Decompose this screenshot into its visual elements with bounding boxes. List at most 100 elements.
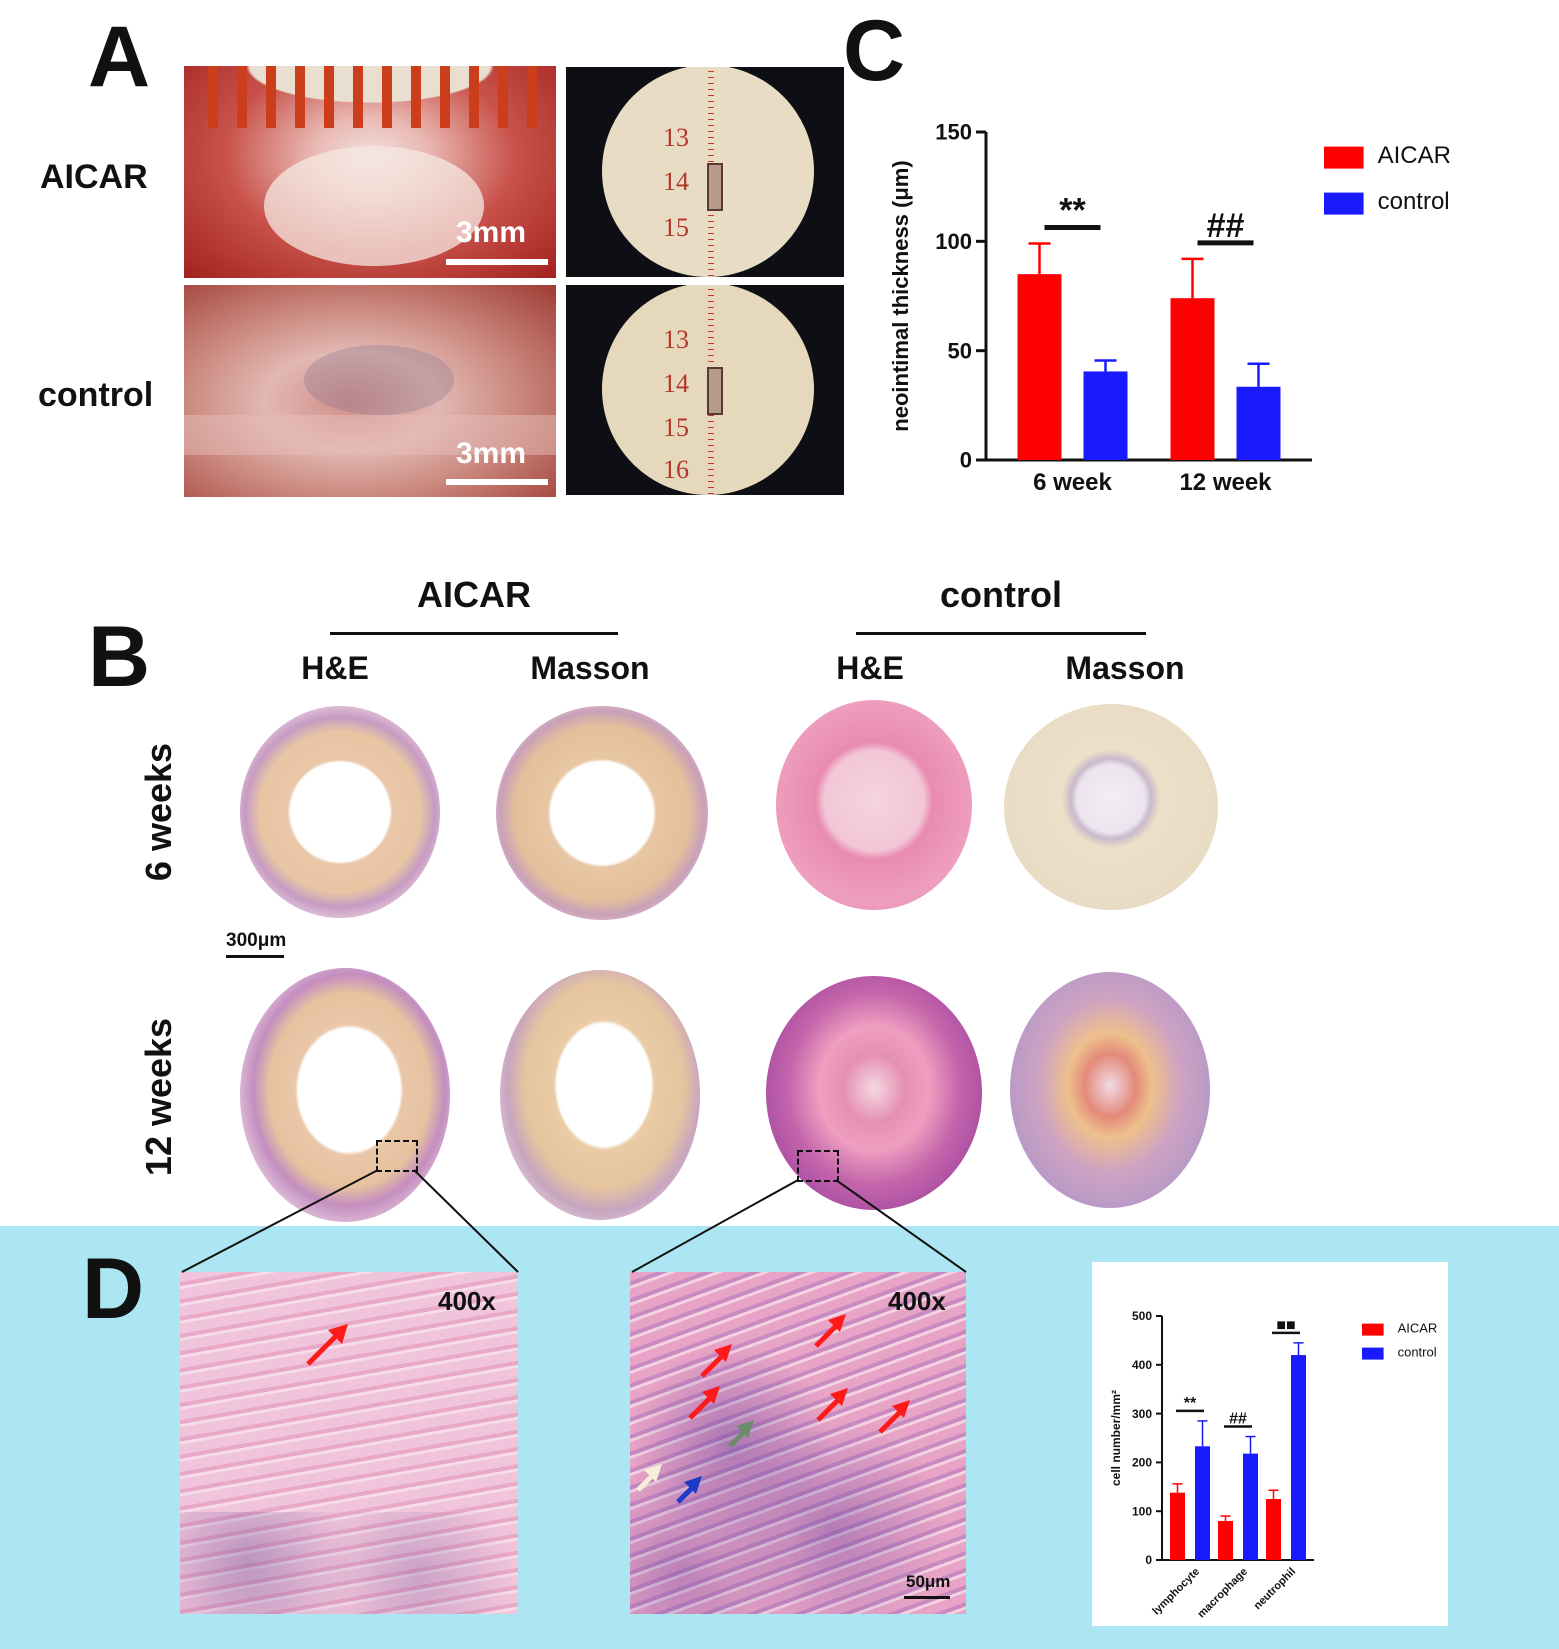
x-tick-label: lymphocyte <box>1150 1566 1202 1618</box>
x-tick-label: macrophage <box>1195 1566 1250 1621</box>
y-axis-label: cell number/mm² <box>1109 1390 1123 1486</box>
legend-swatch-control <box>1362 1347 1384 1360</box>
control-surgical-photo: 3mm <box>184 285 556 497</box>
y-tick-label: 200 <box>1132 1456 1152 1470</box>
magnification-label: 400x <box>888 1286 946 1316</box>
blue-arrow-icon <box>676 1476 702 1504</box>
control-graft-ruler-photo: 13 14 15 16 <box>566 285 844 495</box>
graft-sample <box>707 163 723 211</box>
panel-a-row-label-aicar: AICAR <box>40 158 148 196</box>
cell-arrows <box>636 1314 910 1504</box>
ruler-number: 15 <box>663 413 689 442</box>
y-tick-label: 50 <box>948 338 972 363</box>
magnification-label: 400x <box>438 1286 496 1316</box>
cell-count-chart-card: 0 100 200 300 400 500 cell number/mm² ** lymphoc… <box>1092 1262 1448 1626</box>
ruler-number: 14 <box>663 369 689 398</box>
panel-letter-b: B <box>88 609 151 705</box>
section-aicar-masson-12w <box>500 970 700 1220</box>
ruler-number: 13 <box>663 123 689 152</box>
significance-mark: ** <box>1059 192 1086 230</box>
panel-letter-c: C <box>843 3 906 99</box>
y-tick-label: 400 <box>1132 1358 1152 1372</box>
y-tick-label: 100 <box>935 229 972 254</box>
bar-aicar-lymphocyte <box>1170 1492 1185 1560</box>
legend-label-aicar: AICAR <box>1398 1321 1438 1336</box>
group-header-control: control <box>940 574 1062 615</box>
red-arrow-icon <box>814 1314 846 1348</box>
bar-control-lymphocyte <box>1195 1446 1210 1560</box>
x-tick-label: 6 week <box>1033 469 1112 496</box>
y-tick-label: 500 <box>1132 1309 1152 1323</box>
panel-letter-d: D <box>82 1241 145 1337</box>
group-divider-control <box>856 632 1146 635</box>
legend-swatch-aicar <box>1324 146 1364 169</box>
stain-label-control-masson: Masson <box>1065 650 1185 686</box>
bar-aicar-macrophage <box>1218 1520 1233 1560</box>
x-tick-label: 12 week <box>1179 469 1272 496</box>
y-axis-label: neointimal thickness (μm) <box>888 160 913 431</box>
green-arrow-icon <box>728 1420 754 1448</box>
red-arrow-icon <box>816 1388 848 1422</box>
red-arrow-icon <box>306 1324 348 1366</box>
zoom-box-control <box>797 1150 839 1182</box>
significance-mark: ## <box>1207 207 1245 245</box>
y-tick-label: 300 <box>1132 1407 1152 1421</box>
stain-label-aicar-he: H&E <box>301 650 369 686</box>
group-divider-aicar <box>330 632 618 635</box>
bar-aicar-6-week <box>1017 274 1062 460</box>
section-control-he-6w <box>776 700 972 910</box>
y-tick-label: 100 <box>1132 1504 1152 1518</box>
section-aicar-masson-6w <box>496 706 708 920</box>
bar-control-macrophage <box>1243 1453 1258 1560</box>
red-arrow-icon <box>700 1344 732 1378</box>
aicar-scale-bar <box>446 259 548 265</box>
red-arrow-icon <box>688 1386 720 1420</box>
x-tick-label: neutrophil <box>1252 1566 1299 1613</box>
legend-label-control: control <box>1378 188 1450 215</box>
panel-d-scale-label: 50μm <box>906 1572 951 1591</box>
bar-control-12-week <box>1236 386 1281 460</box>
histology-control-400x: 400x 50μm <box>630 1272 966 1614</box>
y-tick-label: 0 <box>1145 1553 1152 1567</box>
significance-mark: ## <box>1229 1411 1247 1428</box>
legend-label-control: control <box>1398 1345 1437 1360</box>
group-header-aicar: AICAR <box>417 574 531 615</box>
stain-label-aicar-masson: Masson <box>530 650 650 686</box>
ruler-number: 16 <box>663 455 689 484</box>
panel-a-row-label-control: control <box>38 376 154 414</box>
legend-swatch-aicar <box>1362 1323 1384 1336</box>
ruler-number: 14 <box>663 167 689 196</box>
control-scale-label: 3mm <box>456 437 527 470</box>
section-control-he-12w <box>766 976 982 1210</box>
control-scale-bar <box>446 479 548 485</box>
aicar-surgical-photo: 3mm <box>184 66 556 278</box>
bar-control-6-week <box>1083 371 1128 460</box>
neointimal-thickness-chart: 0 50 100 150 neointimal thickness (μm) ** 6 we… <box>888 120 1451 496</box>
section-aicar-he-6w <box>240 706 440 918</box>
section-control-masson-12w <box>1010 972 1210 1208</box>
histology-aicar-400x: 400x <box>180 1272 518 1614</box>
zoom-box-aicar <box>376 1140 418 1172</box>
ruler-number: 13 <box>663 325 689 354</box>
y-tick-label: 0 <box>960 448 972 473</box>
significance-mark: ■■ <box>1276 1317 1295 1334</box>
aicar-ruler-marks <box>208 66 538 128</box>
ruler-number: 15 <box>663 213 689 242</box>
graft-sample <box>707 367 723 415</box>
stain-label-control-he: H&E <box>836 650 904 686</box>
legend-swatch-control <box>1324 192 1364 215</box>
y-tick-label: 150 <box>935 120 972 145</box>
bar-aicar-neutrophil <box>1266 1499 1281 1560</box>
panel-b-scale-label: 300μm <box>226 930 287 951</box>
cell-count-chart: 0 100 200 300 400 500 cell number/mm² ** lymphoc… <box>1109 1309 1438 1621</box>
significance-mark: ** <box>1184 1395 1197 1412</box>
bar-control-neutrophil <box>1291 1355 1306 1560</box>
panel-d-scale-bar <box>904 1596 950 1599</box>
red-arrow-icon <box>878 1400 910 1434</box>
bar-aicar-12-week <box>1170 298 1215 460</box>
aicar-graft-ruler-photo: 13 14 15 <box>566 67 844 277</box>
aicar-scale-label: 3mm <box>456 216 527 249</box>
panel-letter-a: A <box>88 9 151 105</box>
white-arrow-icon <box>636 1464 662 1492</box>
